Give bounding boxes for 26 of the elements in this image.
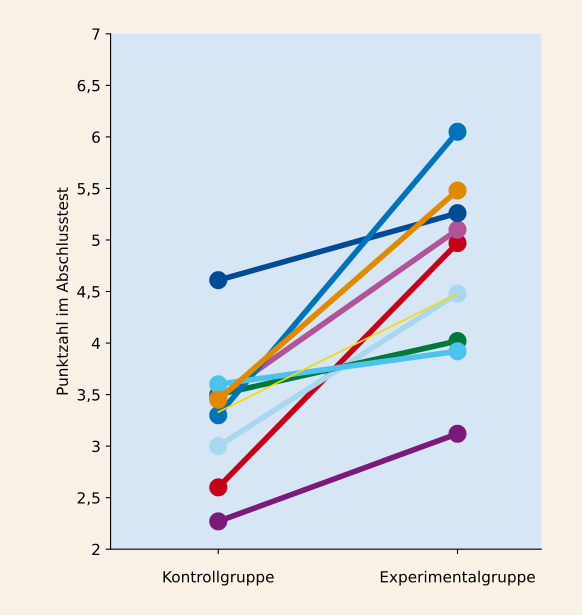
x-tick-label: Kontrollgruppe	[163, 570, 274, 586]
point	[448, 424, 467, 443]
y-tick-label: 4,5	[77, 286, 100, 300]
point	[448, 342, 467, 360]
point	[448, 220, 467, 239]
y-tick-label: 3,5	[78, 389, 100, 402]
point	[448, 204, 467, 222]
y-tick-label: 2	[92, 544, 100, 555]
y-tick-label: 4	[92, 338, 100, 349]
y-tick-label: 6	[92, 131, 100, 143]
point	[209, 375, 228, 394]
y-tick-label: 2,5	[78, 492, 100, 506]
y-tick-label: 3	[92, 440, 100, 452]
x-tick-label: Experimentalgruppe	[380, 570, 535, 586]
point	[448, 122, 467, 141]
point	[448, 284, 467, 303]
point	[209, 271, 228, 290]
point	[209, 512, 228, 530]
point	[209, 478, 228, 496]
y-tick-label: 5,5	[78, 183, 100, 196]
y-axis-title: Punktzahl im Abschlusstest	[56, 188, 68, 394]
y-tick-label: 6,5	[78, 80, 100, 93]
y-tick-label: 5	[92, 234, 100, 246]
point	[209, 437, 228, 456]
point	[448, 181, 467, 200]
y-tick-label: 7	[92, 28, 100, 40]
